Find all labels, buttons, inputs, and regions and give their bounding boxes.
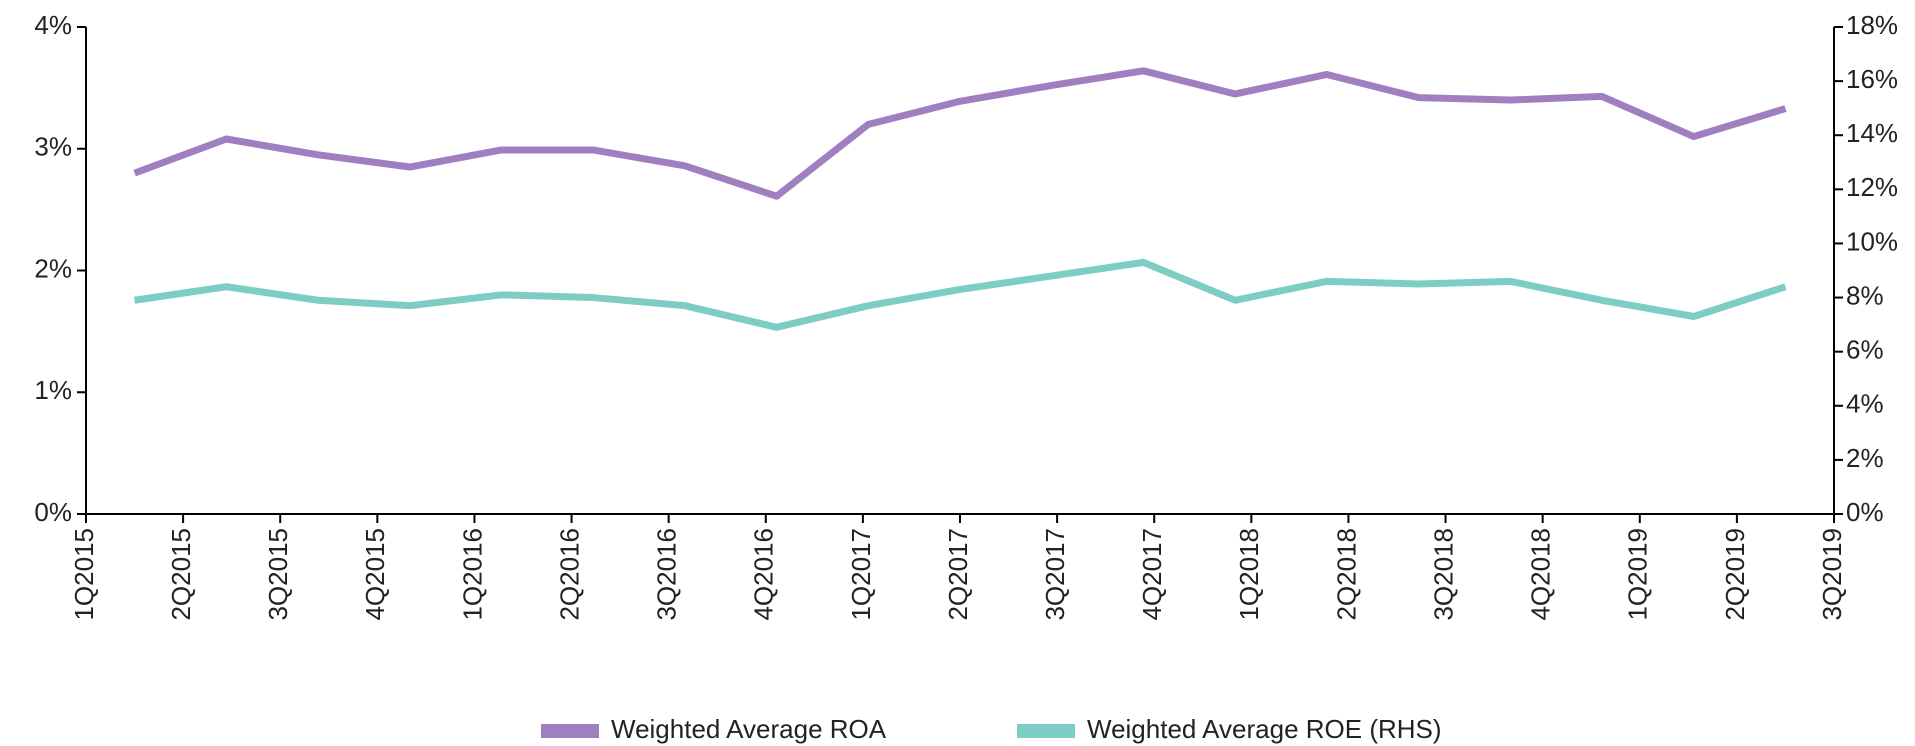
y2-tick-label: 4% bbox=[1846, 389, 1884, 419]
y2-tick-label: 0% bbox=[1846, 497, 1884, 527]
x-tick-label: 1Q2019 bbox=[1623, 528, 1653, 621]
y-tick-label: 2% bbox=[34, 253, 72, 283]
legend-label: Weighted Average ROE (RHS) bbox=[1087, 714, 1442, 744]
x-tick-label: 3Q2016 bbox=[652, 528, 682, 621]
x-tick-label: 2Q2016 bbox=[554, 528, 584, 621]
x-tick-label: 3Q2015 bbox=[263, 528, 293, 621]
y2-tick-label: 18% bbox=[1846, 10, 1898, 40]
x-tick-label: 4Q2015 bbox=[360, 528, 390, 621]
y-tick-label: 0% bbox=[34, 497, 72, 527]
y2-tick-label: 16% bbox=[1846, 64, 1898, 94]
y2-tick-label: 12% bbox=[1846, 172, 1898, 202]
legend-label: Weighted Average ROA bbox=[611, 714, 887, 744]
x-tick-label: 3Q2018 bbox=[1428, 528, 1458, 621]
y2-tick-label: 2% bbox=[1846, 443, 1884, 473]
x-tick-label: 2Q2015 bbox=[166, 528, 196, 621]
y-tick-label: 1% bbox=[34, 375, 72, 405]
x-tick-label: 1Q2017 bbox=[846, 528, 876, 621]
y-tick-label: 4% bbox=[34, 10, 72, 40]
x-tick-label: 4Q2016 bbox=[749, 528, 779, 621]
x-tick-label: 3Q2017 bbox=[1040, 528, 1070, 621]
x-tick-label: 1Q2016 bbox=[457, 528, 487, 621]
legend-swatch bbox=[1017, 724, 1075, 738]
x-tick-label: 4Q2017 bbox=[1137, 528, 1167, 621]
y2-tick-label: 6% bbox=[1846, 335, 1884, 365]
y2-tick-label: 10% bbox=[1846, 226, 1898, 256]
x-tick-label: 2Q2018 bbox=[1331, 528, 1361, 621]
x-tick-label: 1Q2018 bbox=[1234, 528, 1264, 621]
y2-tick-label: 14% bbox=[1846, 118, 1898, 148]
series-line bbox=[134, 258, 1787, 331]
x-tick-label: 4Q2018 bbox=[1526, 528, 1556, 621]
legend-swatch bbox=[541, 724, 599, 738]
x-tick-label: 2Q2019 bbox=[1720, 528, 1750, 621]
x-tick-label: 3Q2019 bbox=[1817, 528, 1847, 621]
series-line bbox=[133, 67, 1787, 200]
y-tick-label: 3% bbox=[34, 132, 72, 162]
y2-tick-label: 8% bbox=[1846, 280, 1884, 310]
x-tick-label: 1Q2015 bbox=[69, 528, 99, 621]
x-tick-label: 2Q2017 bbox=[943, 528, 973, 621]
